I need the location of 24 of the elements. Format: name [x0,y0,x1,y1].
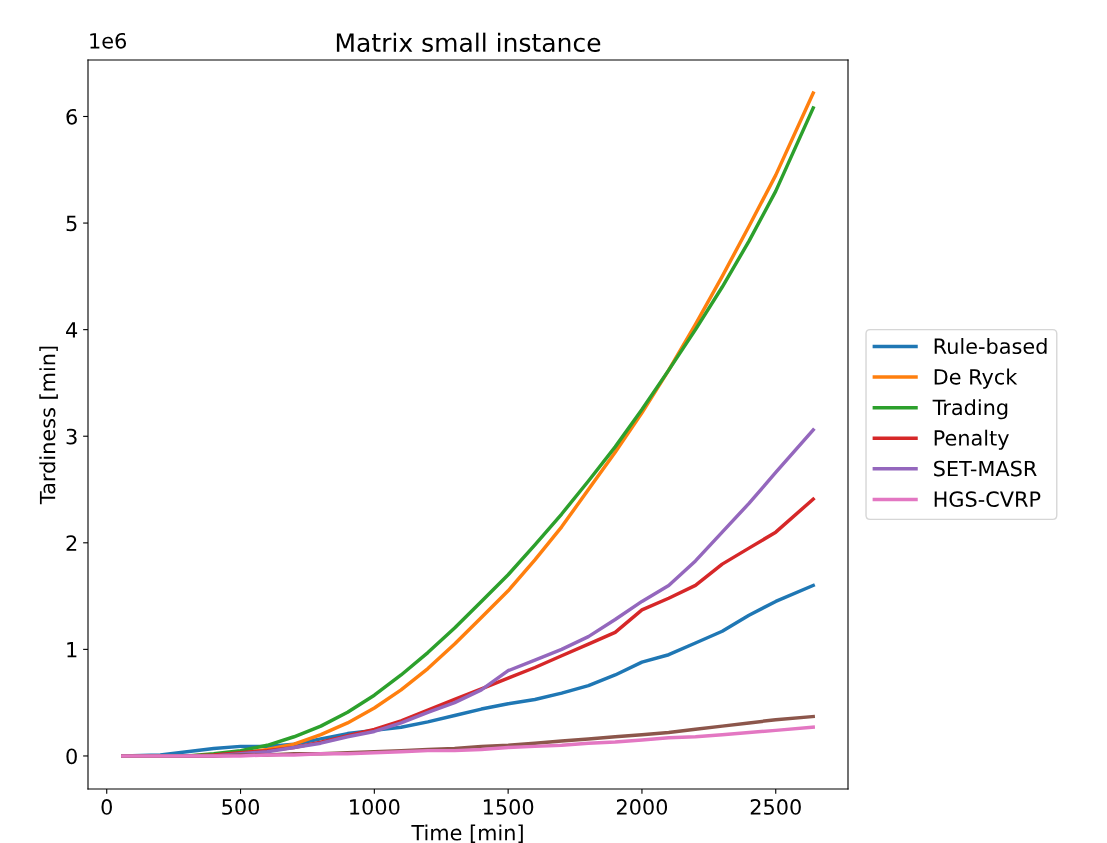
y-tick-label: 3 [66,428,77,445]
y-tick-label: 6 [66,108,77,125]
y-tick-label: 0 [66,748,77,765]
y-tick-label: 4 [66,322,78,338]
x-tick-label: 1000 [350,799,400,815]
legend-label: Penalty [934,429,1009,450]
x-tick-label: 2000 [616,799,668,815]
x-tick-label: 1500 [483,799,534,815]
y-axis-title: Tardiness [min] [39,346,58,505]
x-tick-label: 500 [222,799,260,815]
legend-label: Rule-based [934,337,1047,355]
y-tick-label: 5 [66,215,77,232]
text: 1e6 [90,32,127,49]
chart-title: Matrix small instance [336,32,601,53]
x-axis-title: Time [min] [411,824,523,843]
x-tick-label: 2500 [750,799,801,815]
line-series [121,725,815,758]
x-tick-label: 0 [101,799,112,815]
legend-label: Trading [932,399,1008,420]
legend-label: SET-MASR [934,460,1037,477]
legend-label: De Ryck [934,368,1018,389]
y-tick-label: 2 [66,535,77,551]
y-tick-label: 1 [67,642,77,658]
legend-label: HGS-CVRP [934,491,1041,507]
